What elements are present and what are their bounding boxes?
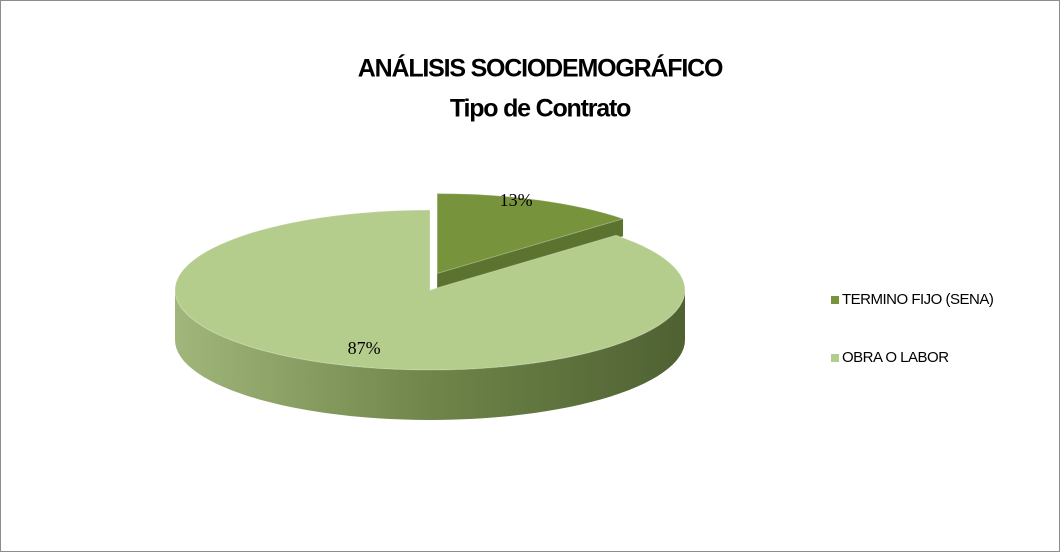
legend-label: TERMINO FIJO (SENA) (842, 291, 994, 308)
legend-label: OBRA O LABOR (842, 349, 949, 366)
slice (436, 192, 625, 275)
chart-title: ANÁLISIS SOCIODEMOGRÁFICO (358, 54, 723, 83)
slice (174, 209, 686, 371)
data-label: 13% (500, 190, 533, 210)
legend-swatch (831, 354, 839, 362)
data-label: 87% (348, 338, 381, 358)
slice-edge (437, 218, 624, 291)
slice-side (175, 290, 685, 420)
legend-swatch (831, 296, 839, 304)
chart-subtitle: Tipo de Contrato (450, 95, 631, 123)
